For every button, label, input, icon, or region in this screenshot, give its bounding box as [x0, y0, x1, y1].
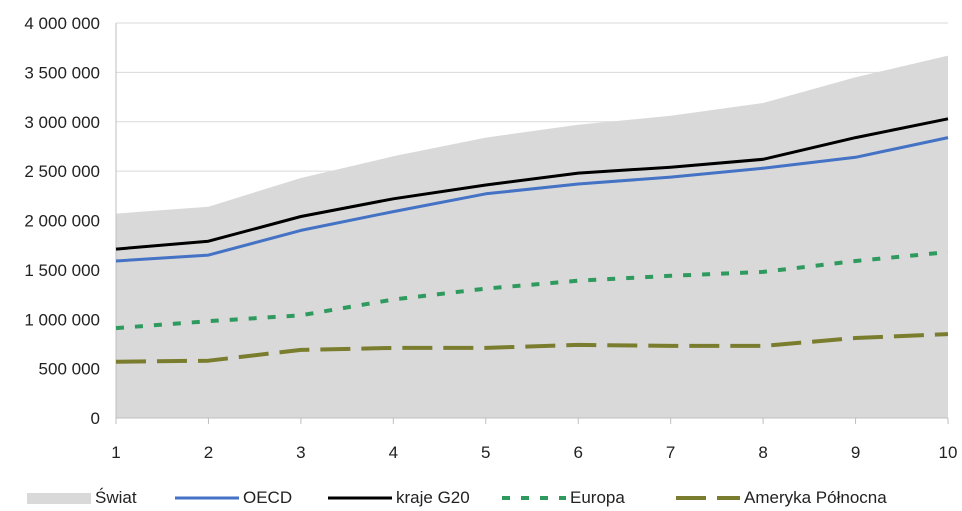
legend-item-swiat: Świat: [27, 484, 137, 511]
line-oecd: [115, 136, 949, 263]
x-tick-label: 8: [758, 443, 767, 462]
x-tick-label: 5: [481, 443, 490, 462]
legend-swatch: [676, 495, 740, 500]
x-tick-label: 7: [666, 443, 675, 462]
x-tick-label: 9: [851, 443, 860, 462]
y-tick-label: 500 000: [39, 360, 100, 379]
y-tick-label: 2 500 000: [24, 162, 100, 181]
y-tick-label: 3 000 000: [24, 113, 100, 132]
y-tick-label: 4 000 000: [24, 14, 100, 33]
legend-swatch: [175, 496, 239, 499]
x-tick-label: 10: [939, 443, 958, 462]
x-tick-label: 6: [573, 443, 582, 462]
x-axis-tick-labels: 1 2 3 4 5 6 7 8 9 10: [111, 443, 957, 462]
legend-swatch: [328, 496, 392, 499]
legend-item-oecd: OECD: [175, 484, 292, 511]
legend-swatch: [27, 492, 91, 504]
y-tick-label: 1 500 000: [24, 261, 100, 280]
legend-swatch: [502, 495, 566, 500]
y-tick-label: 1 000 000: [24, 310, 100, 329]
legend-label: Ameryka Północna: [744, 487, 887, 507]
legend-item-kraje-g20: kraje G20: [328, 484, 470, 511]
line-series: [115, 117, 949, 364]
y-axis-tick-labels: 0 500 000 1 000 000 1 500 000 2 000 000 2 500…: [24, 14, 100, 428]
x-tick-label: 3: [296, 443, 305, 462]
legend-label: OECD: [243, 487, 293, 507]
legend-item-europa: Europa: [502, 484, 625, 511]
legend-label: Europa: [570, 487, 625, 507]
legend-label: Świat: [95, 487, 137, 507]
legend-item-ameryka-polnocna: Ameryka Północna: [676, 484, 887, 511]
line-ameryka-polnocna: [115, 332, 949, 364]
legend-label: kraje G20: [396, 487, 470, 507]
y-tick-label: 3 500 000: [24, 63, 100, 82]
axes: [115, 23, 949, 424]
y-tick-label: 0: [91, 409, 100, 428]
line-kraje-g20: [115, 117, 949, 251]
x-tick-label: 4: [389, 443, 398, 462]
line-europa: [115, 250, 949, 331]
area-swiat: [116, 55, 948, 418]
x-tick-label: 1: [111, 443, 120, 462]
area-series: [116, 55, 948, 418]
y-tick-label: 2 000 000: [24, 212, 100, 231]
x-tick-label: 2: [204, 443, 213, 462]
chart-legend: Świat OECD kraje G20 Europa Ameryka Północna: [0, 484, 962, 511]
